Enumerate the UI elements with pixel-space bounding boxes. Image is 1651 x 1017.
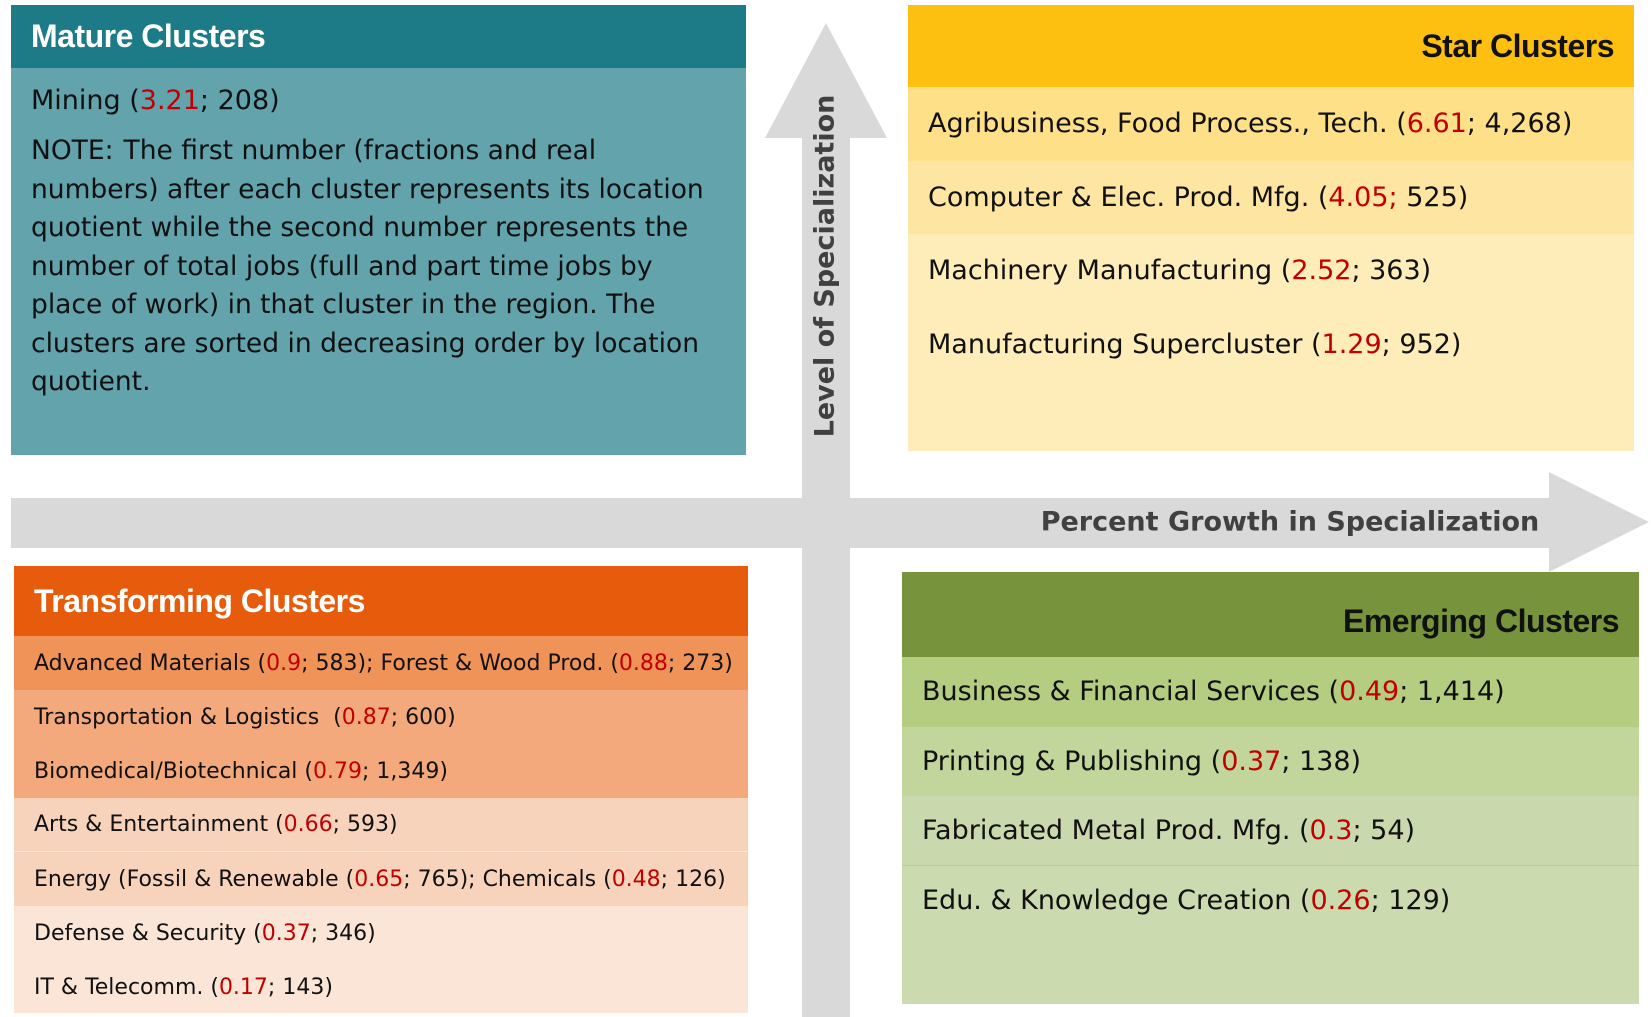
location-quotient: 0.65 [354,866,404,892]
note: NOTE: The first number (fractions and rea… [11,132,746,402]
location-quotient: 0.37 [261,920,311,946]
quadrant-title: Transforming Clusters [14,566,748,636]
cluster-text: ; 129) [1370,884,1451,916]
cluster-item: Manufacturing Supercluster (1.29; 952) [908,308,1634,382]
cluster-item: Edu. & Knowledge Creation (0.26; 129) [902,866,1639,936]
horizontal-arrow-head [1549,472,1649,572]
title-text: Mature Clusters [31,18,266,54]
cluster-text: IT & Telecomm. ( [34,974,219,1000]
quadrant: Mature Clusters Mining (3.21; 208) NOTE: Th… [11,5,746,455]
cluster-item: Fabricated Metal Prod. Mfg. (0.3; 54) [902,796,1639,866]
quadrant-title: Mature Clusters [11,5,746,68]
cluster-text: ; 208) [199,84,280,116]
cluster-text: Printing & Publishing ( [922,745,1222,777]
cluster-text: Transportation & Logistics ( [34,704,342,730]
cluster-text: ; 1,414) [1399,676,1505,708]
cluster-text: ; 363) [1351,255,1432,287]
location-quotient: 6.61 [1406,108,1467,140]
cluster-text: Mining ( [31,84,140,116]
cluster-text: ; 54) [1352,814,1416,846]
note-text: The first number (fractions and real num… [31,135,704,397]
quadrant: Star Clusters Agribusiness, Food Process.… [908,5,1634,451]
location-quotient: 0.87 [341,704,391,730]
note-label: NOTE: [31,135,114,166]
cluster-text: ; 143) [267,974,333,1000]
cluster-item: Energy (Fossil & Renewable (0.65; 765); … [14,852,748,906]
location-quotient: 0.49 [1339,676,1400,708]
location-quotient: 0.3 [1309,814,1353,846]
cluster-text: ; 593) [332,812,398,837]
cluster-item: Business & Financial Services (0.49; 1,4… [902,657,1639,727]
cluster-item: Arts & Entertainment (0.66; 593) [14,798,748,852]
vertical-arrow-head [765,23,887,138]
cluster-item: Advanced Materials (0.9; 583); Forest & … [14,636,748,690]
location-quotient: 1.29 [1321,328,1382,360]
title-text: Star Clusters [1421,27,1614,64]
location-quotient: 4.05; [1328,181,1398,213]
location-quotient: 0.26 [1310,884,1371,916]
cluster-text: Computer & Elec. Prod. Mfg. ( [928,181,1329,213]
vertical-arrow-shaft [802,130,850,1017]
cluster-text: ; 126) [660,866,726,892]
location-quotient: 0.79 [313,758,362,784]
cluster-text: Biomedical/Biotechnical ( [34,758,313,784]
location-quotient: 0.37 [1221,745,1282,777]
quadrant: Transforming Clusters Advanced Materials … [14,566,748,1013]
cluster-item: Computer & Elec. Prod. Mfg. (4.05; 525) [908,160,1634,234]
cluster-text: Agribusiness, Food Process., Tech. ( [928,108,1407,140]
cluster-text: Arts & Entertainment ( [34,812,284,837]
title-text: Emerging Clusters [1342,603,1620,639]
horizontal-arrow-shaft [11,498,1551,548]
title-text: Transforming Clusters [34,582,365,619]
cluster-item: Agribusiness, Food Process., Tech. (6.61… [908,87,1634,161]
cluster-text: 525) [1397,181,1469,213]
location-quotient: 0.9 [266,650,302,676]
cluster-item: IT & Telecomm. (0.17; 143) [14,960,748,1014]
location-quotient: 0.88 [618,650,668,676]
cluster-item: Printing & Publishing (0.37; 138) [902,726,1639,796]
cluster-text: Machinery Manufacturing ( [928,255,1292,287]
cluster-text: Defense & Security ( [34,920,262,946]
cluster-text: ; 600) [390,704,456,730]
cluster-text: ; 4,268) [1466,108,1573,140]
cluster-text: ; 138) [1281,745,1362,777]
quadrant-title: Star Clusters [908,5,1634,87]
quadrant-title: Emerging Clusters [902,572,1639,657]
cluster-text: ; 346) [310,920,376,946]
cluster-text: Energy (Fossil & Renewable ( [34,866,355,892]
cluster-item: Machinery Manufacturing (2.52; 363) [908,234,1634,308]
cluster-text: ; 583); Forest & Wood Prod. ( [301,650,619,676]
cluster-text: ; 952) [1381,328,1462,360]
cluster-text: Edu. & Knowledge Creation ( [922,884,1311,916]
cluster-item: Transportation & Logistics (0.87; 600) [14,690,748,744]
location-quotient: 0.66 [283,812,333,837]
location-quotient: 0.48 [611,866,661,892]
cluster-text: ; 765); Chemicals ( [403,866,612,892]
cluster-item: Defense & Security (0.37; 346) [14,906,748,960]
vertical-axis-label: Level of Specialization [810,95,841,438]
cluster-text: Manufacturing Supercluster ( [928,328,1322,360]
cluster-item: Biomedical/Biotechnical (0.79; 1,349) [14,744,748,798]
cluster-text: Advanced Materials ( [34,650,267,676]
quadrant: Emerging Clusters Business & Financial Se… [902,572,1639,1004]
horizontal-axis-label: Percent Growth in Specialization [1041,507,1540,538]
location-quotient: 3.21 [139,84,200,116]
location-quotient: 0.17 [218,974,268,1000]
cluster-text: ; 1,349) [361,758,448,784]
location-quotient: 2.52 [1291,255,1352,287]
cluster-item: Mining (3.21; 208) [11,68,746,132]
cluster-text: ; 273) [667,650,733,676]
cluster-text: Fabricated Metal Prod. Mfg. ( [922,814,1310,846]
cluster-text: Business & Financial Services ( [922,676,1340,708]
